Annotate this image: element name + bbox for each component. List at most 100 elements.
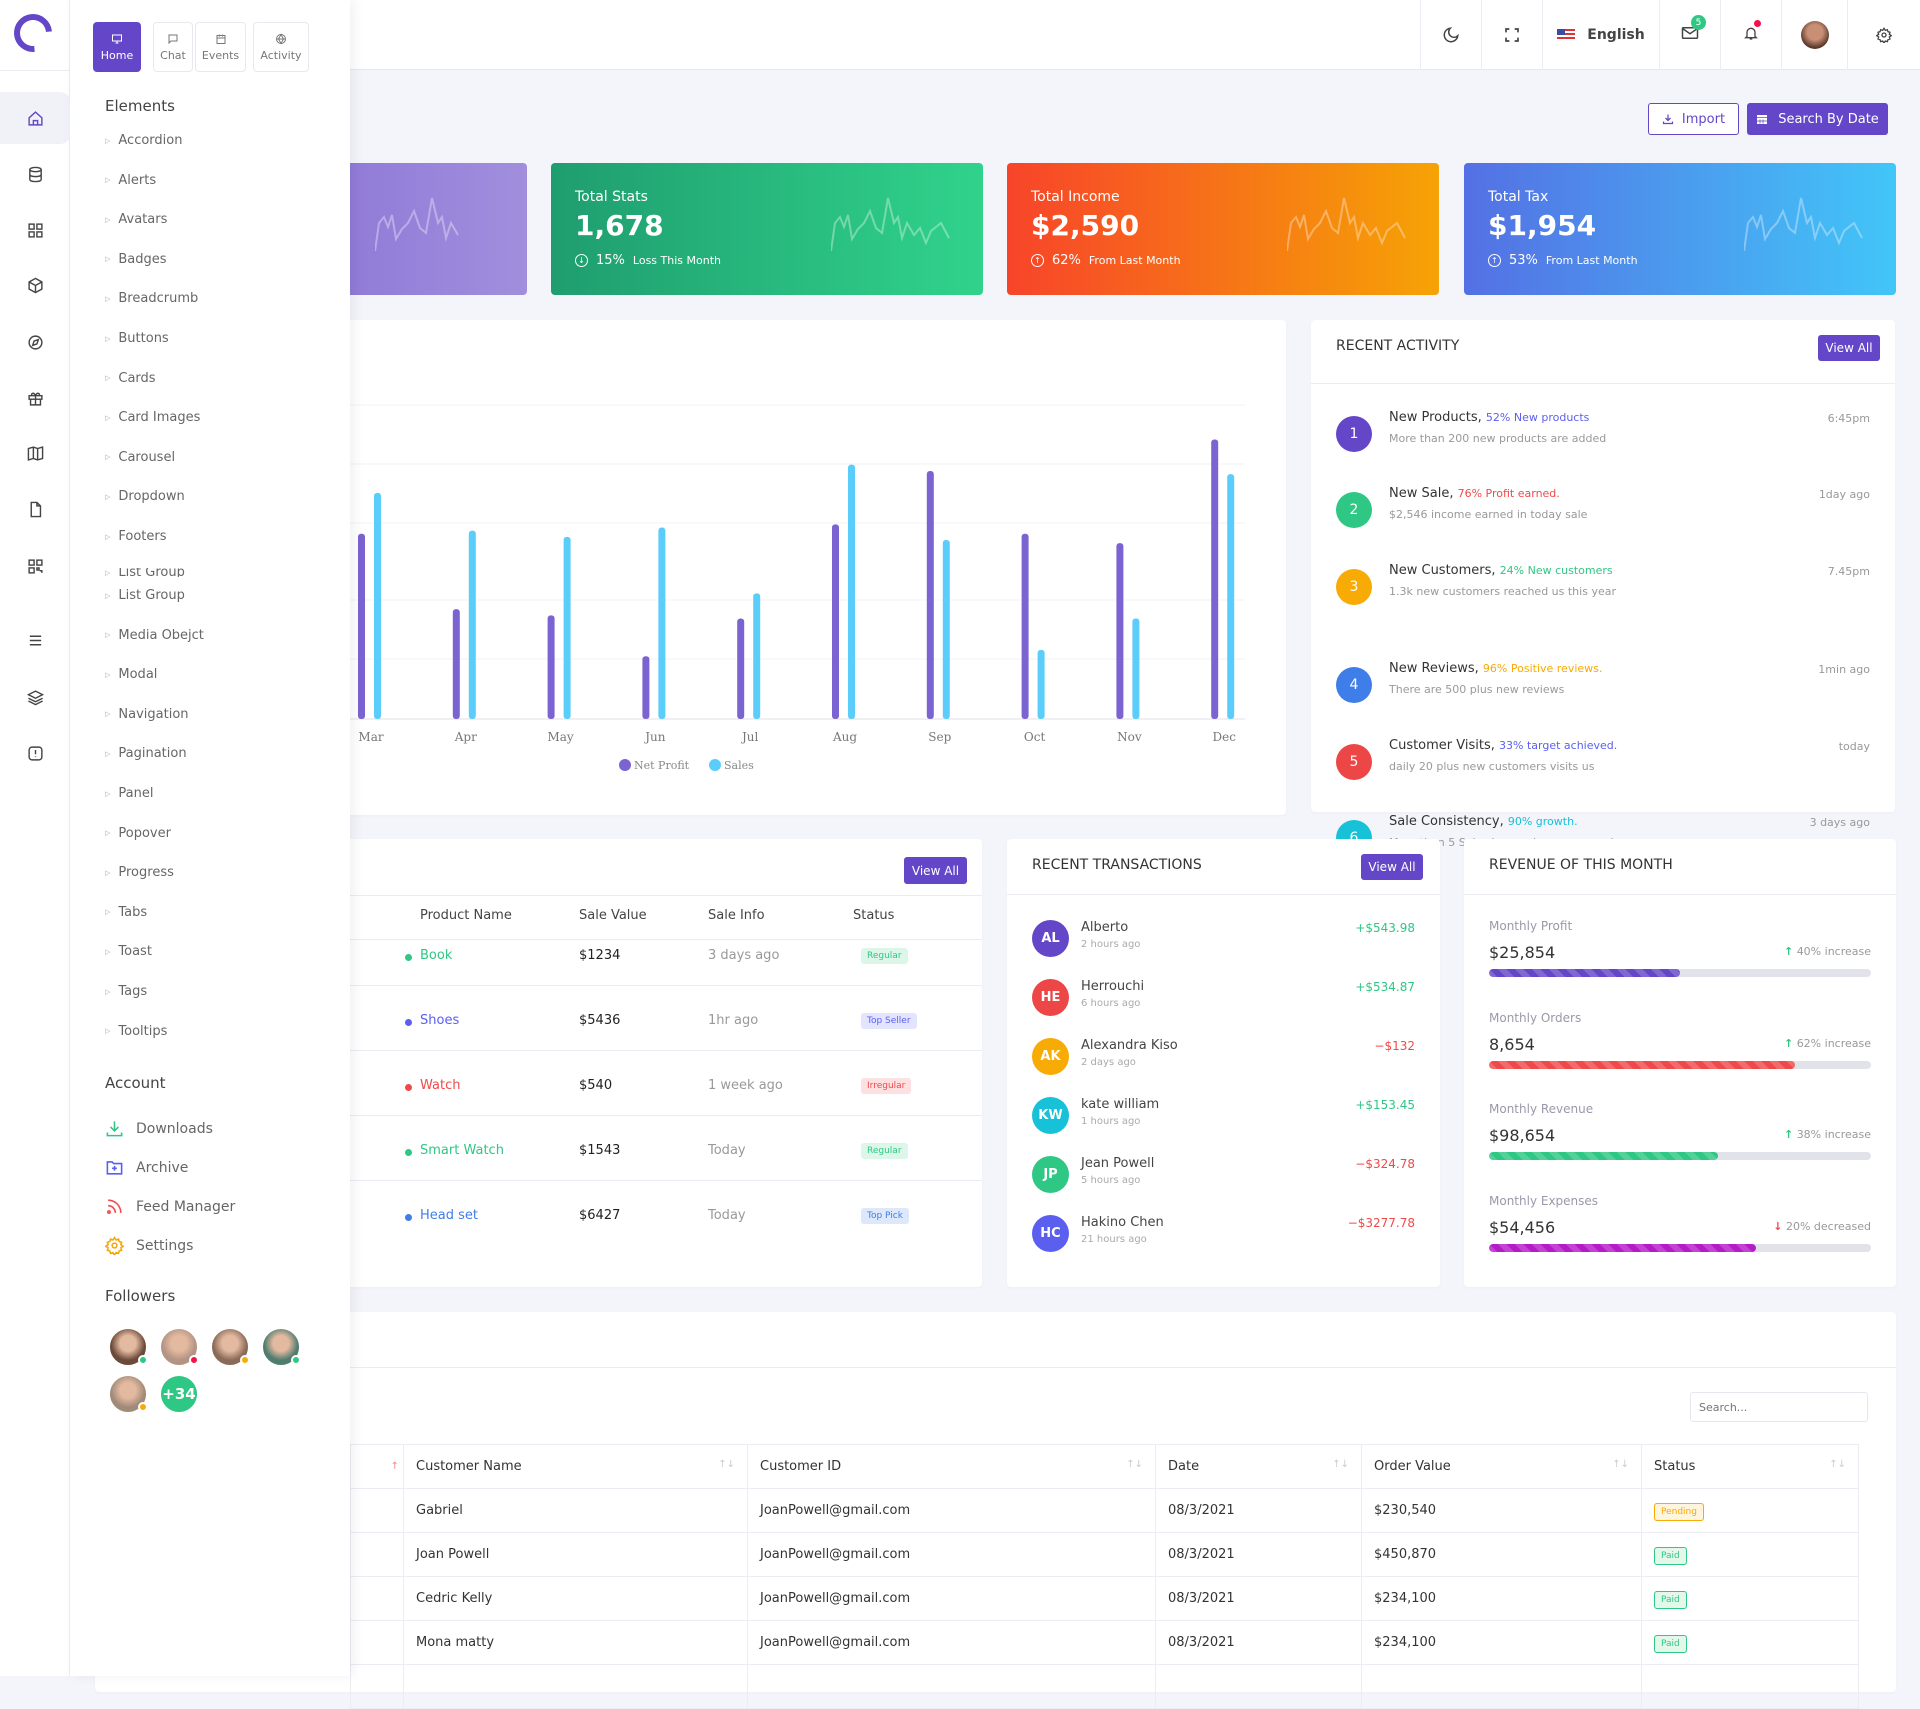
rail-compass-button[interactable] <box>0 316 70 368</box>
column-header: Status <box>853 908 895 923</box>
column-header[interactable]: Customer ID ↑↓ <box>747 1444 1156 1489</box>
column-header[interactable]: Customer Name ↑↓ <box>403 1444 748 1489</box>
x-tick-label: Oct <box>1024 730 1046 744</box>
sidebar-item-navigation[interactable]: ▷ Navigation <box>105 706 189 722</box>
sidebar-item-pagination[interactable]: ▷ Pagination <box>105 746 187 762</box>
rail-menu-button[interactable] <box>0 614 70 666</box>
sidebar-item-panel[interactable]: ▷ Panel <box>105 786 154 801</box>
rail-database-button[interactable] <box>0 148 70 200</box>
progress-bar <box>1489 969 1871 977</box>
caret-right-icon: ▷ <box>105 987 111 996</box>
caret-right-icon: ▷ <box>105 294 111 303</box>
caret-right-icon: ▷ <box>105 492 111 501</box>
sidebar-item-breadcrumb[interactable]: ▷ Breadcrumb <box>105 291 199 307</box>
notifications-button[interactable] <box>1720 0 1781 70</box>
gear-icon <box>1876 27 1892 43</box>
product-name-link[interactable]: Shoes <box>420 1013 460 1028</box>
products-view-all-button[interactable]: View All <box>904 857 967 884</box>
stat-card-total-stats: Total Stats 1,678 ↓ 15% Loss This Month <box>551 163 983 295</box>
product-name-link[interactable]: Book <box>420 948 453 963</box>
dark-mode-toggle[interactable] <box>1420 0 1481 70</box>
rail-qr-button[interactable] <box>0 540 70 592</box>
product-name-link[interactable]: Watch <box>420 1078 461 1093</box>
sparkline <box>1744 197 1863 252</box>
column-header[interactable]: Order Value ↑↓ <box>1361 1444 1642 1489</box>
follower-avatar[interactable] <box>108 1374 148 1414</box>
sidebar-item-modal[interactable]: ▷ Modal <box>105 667 158 683</box>
status-dot <box>405 1214 412 1221</box>
column-header[interactable]: Status ↑↓ <box>1641 1444 1859 1489</box>
settings-button[interactable] <box>1847 0 1920 70</box>
rail-map-button[interactable] <box>0 427 70 479</box>
sidebar-item-media-obejct[interactable]: ▷ Media Obejct <box>105 627 204 643</box>
arrow-down-icon: ↓ <box>1773 1219 1783 1233</box>
rail-alert-button[interactable] <box>0 727 70 779</box>
follower-avatar[interactable] <box>261 1327 301 1367</box>
sidebar-tab-home[interactable]: Home <box>93 22 141 72</box>
avatar-initials: JP <box>1032 1156 1069 1193</box>
rail-grid-button[interactable] <box>0 204 70 256</box>
column-header[interactable]: Date ↑↓ <box>1155 1444 1362 1489</box>
sidebar-item-progress[interactable]: ▷ Progress <box>105 865 174 881</box>
status-badge: Regular <box>861 948 908 964</box>
compass-icon <box>27 334 43 350</box>
moon-icon <box>1443 27 1459 43</box>
column-header-index[interactable]: ↑ <box>350 1444 404 1489</box>
sidebar-item-list-group[interactable]: ▷ List Group <box>105 568 185 577</box>
status-dot <box>291 1355 301 1365</box>
activity-view-all-button[interactable]: View All <box>1818 335 1880 361</box>
download-icon <box>106 1121 123 1137</box>
product-name-link[interactable]: Smart Watch <box>420 1143 504 1158</box>
more-followers-badge[interactable]: +34 <box>159 1374 199 1414</box>
rail-gift-button[interactable] <box>0 372 70 424</box>
rail-file-button[interactable] <box>0 483 70 535</box>
follower-avatar[interactable] <box>159 1327 199 1367</box>
avatar-initials: KW <box>1032 1097 1069 1134</box>
sidebar-item-cards[interactable]: ▷ Cards <box>105 370 156 386</box>
sidebar-item-alerts[interactable]: ▷ Alerts <box>105 172 157 188</box>
user-avatar-button[interactable] <box>1781 0 1847 70</box>
language-selector[interactable]: English <box>1542 0 1659 70</box>
sidebar-item-accordion[interactable]: ▷ Accordion <box>105 133 183 148</box>
messages-button[interactable]: 5 <box>1659 0 1720 70</box>
rail-package-button[interactable] <box>0 259 70 311</box>
column-header: Product Name <box>420 908 512 923</box>
sidebar-tab-activity[interactable]: Activity <box>253 22 309 72</box>
search-by-date-button[interactable]: Search By Date <box>1747 103 1888 135</box>
orders-search-input[interactable] <box>1690 1392 1868 1422</box>
transactions-view-all-button[interactable]: View All <box>1361 854 1423 880</box>
account-item-settings[interactable]: Settings <box>105 1236 193 1255</box>
sidebar-item-tags[interactable]: ▷ Tags <box>105 984 148 999</box>
product-name-link[interactable]: Head set <box>420 1208 478 1223</box>
sidebar-tab-events[interactable]: Events <box>195 22 246 72</box>
sidebar-item-list-group[interactable]: ▷ List Group <box>105 588 185 603</box>
caret-right-icon: ▷ <box>105 453 111 462</box>
account-item-feed-manager[interactable]: Feed Manager <box>105 1197 235 1216</box>
sidebar-tab-chat[interactable]: Chat <box>153 22 193 72</box>
sidebar-item-avatars[interactable]: ▷ Avatars <box>105 212 168 228</box>
bar-sales <box>1227 474 1235 719</box>
status-badge: Paid <box>1654 1547 1687 1565</box>
download-icon <box>1662 114 1674 125</box>
import-button[interactable]: Import <box>1648 103 1739 135</box>
sidebar-item-dropdown[interactable]: ▷ Dropdown <box>105 489 185 505</box>
sidebar-item-tabs[interactable]: ▷ Tabs <box>105 904 148 920</box>
transactions-title: RECENT TRANSACTIONS <box>1032 857 1202 873</box>
sidebar-item-badges[interactable]: ▷ Badges <box>105 251 167 267</box>
sidebar-item-buttons[interactable]: ▷ Buttons <box>105 331 169 346</box>
account-item-downloads[interactable]: Downloads <box>105 1119 213 1138</box>
sidebar-item-footers[interactable]: ▷ Footers <box>105 529 167 544</box>
fullscreen-button[interactable] <box>1481 0 1542 70</box>
caret-right-icon: ▷ <box>105 334 111 343</box>
follower-avatar[interactable] <box>108 1327 148 1367</box>
account-item-archive[interactable]: Archive <box>105 1158 188 1177</box>
rail-home-button[interactable] <box>0 92 70 144</box>
follower-avatar[interactable] <box>210 1327 250 1367</box>
sidebar-item-popover[interactable]: ▷ Popover <box>105 825 171 841</box>
table-row: Gabriel JoanPowell@gmail.com 08/3/2021 $230… <box>350 1488 1859 1533</box>
sidebar-item-toast[interactable]: ▷ Toast <box>105 944 152 960</box>
sidebar-item-carousel[interactable]: ▷ Carousel <box>105 449 176 465</box>
sidebar-item-card-images[interactable]: ▷ Card Images <box>105 410 201 426</box>
sidebar-item-tooltips[interactable]: ▷ Tooltips <box>105 1023 168 1039</box>
rail-layers-button[interactable] <box>0 671 70 723</box>
